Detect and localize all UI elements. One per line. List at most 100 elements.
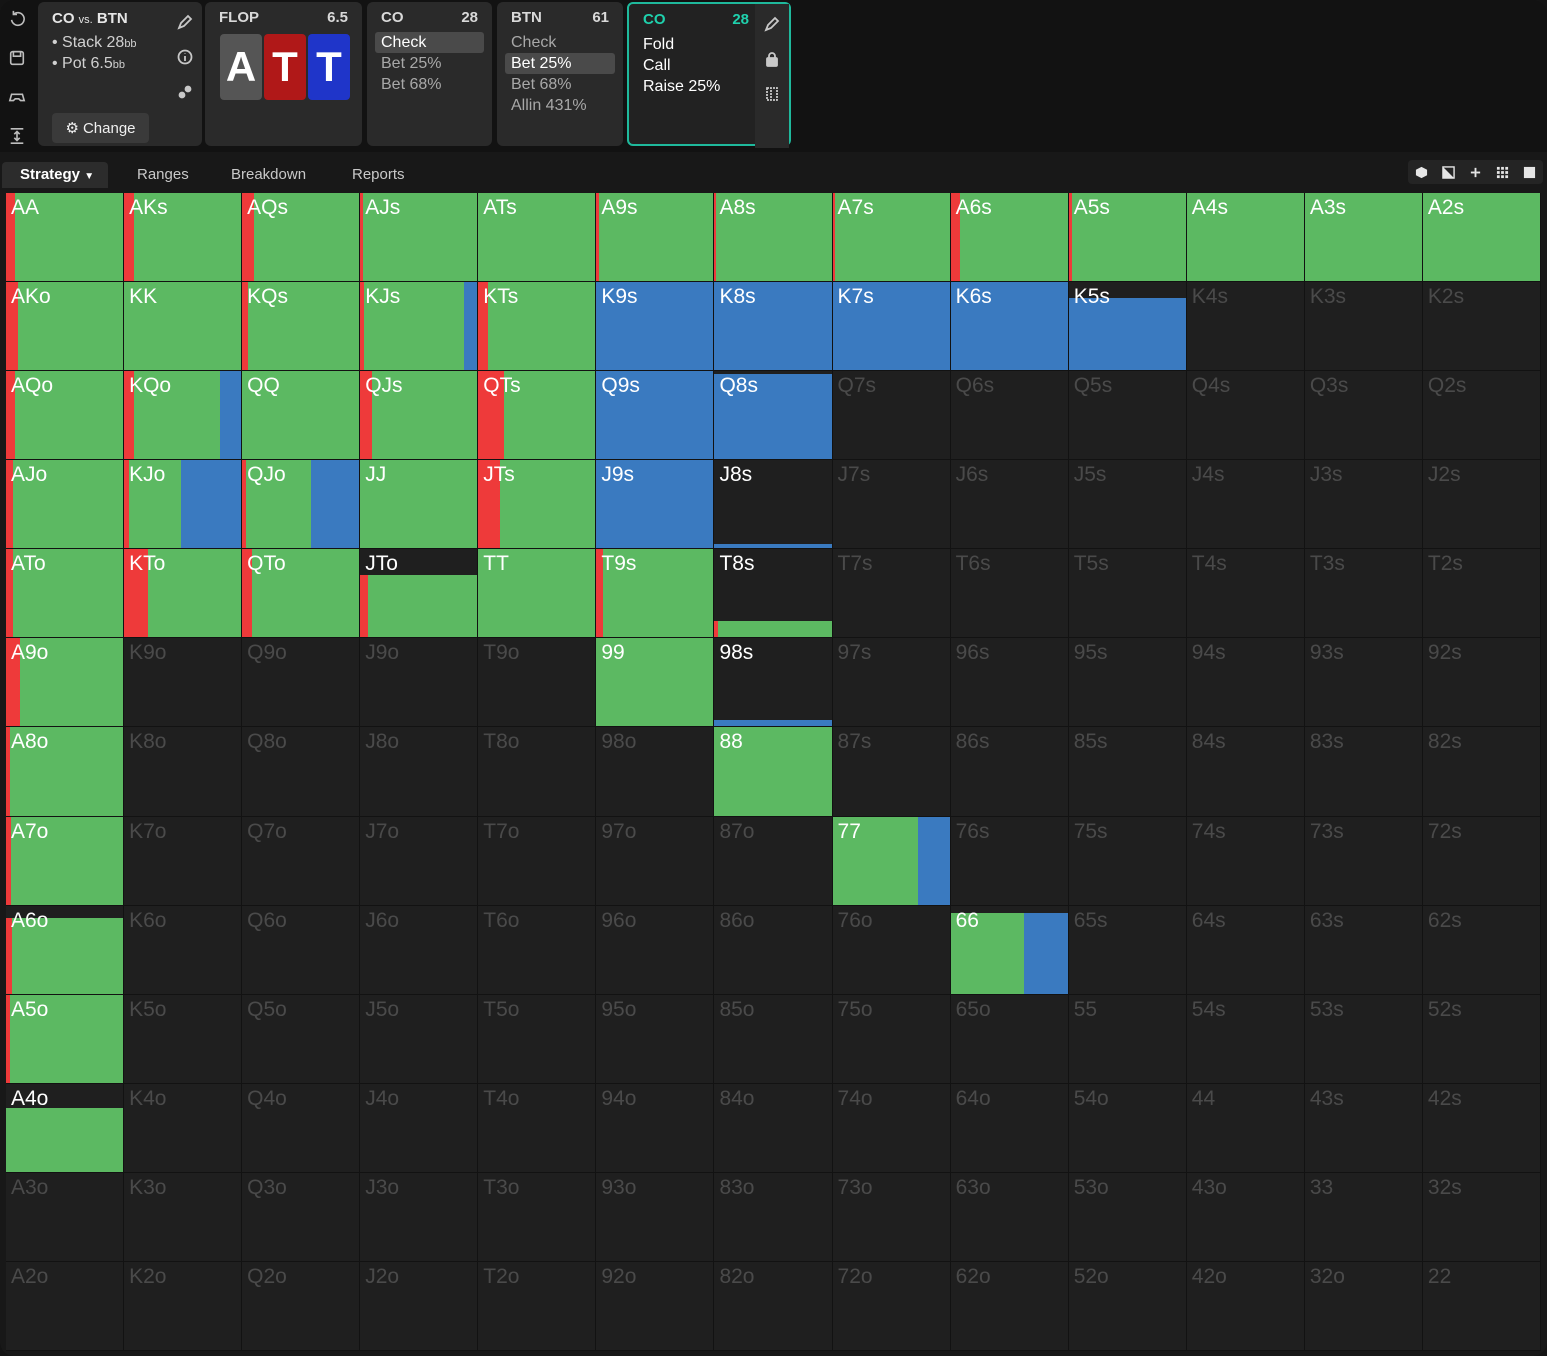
hand-cell-63s[interactable]: 63s <box>1304 905 1423 995</box>
flop-card[interactable]: FLOP 6.5 A T T <box>205 2 362 146</box>
hand-cell-QQ[interactable]: QQ <box>242 371 361 461</box>
hand-cell-Q6o[interactable]: Q6o <box>242 905 361 995</box>
hand-cell-JJ[interactable]: JJ <box>360 460 479 550</box>
hand-cell-84s[interactable]: 84s <box>1186 727 1305 817</box>
tab-strategy[interactable]: Strategy ▼ <box>2 162 109 188</box>
hand-cell-J3o[interactable]: J3o <box>360 1172 479 1262</box>
action-raise-25[interactable]: Raise 25% <box>643 78 721 95</box>
hand-cell-72o[interactable]: 72o <box>832 1261 951 1351</box>
hand-cell-Q4s[interactable]: Q4s <box>1186 371 1305 461</box>
action-fold[interactable]: Fold <box>643 36 675 53</box>
save-icon[interactable] <box>8 49 26 72</box>
hand-cell-A9s[interactable]: A9s <box>596 193 715 283</box>
hand-cell-JTo[interactable]: JTo <box>360 549 479 639</box>
hand-cell-Q3o[interactable]: Q3o <box>242 1172 361 1262</box>
hand-cell-T3s[interactable]: T3s <box>1304 549 1423 639</box>
action-check[interactable]: Check <box>375 32 484 53</box>
hand-cell-ATo[interactable]: ATo <box>6 549 125 639</box>
hand-cell-KQo[interactable]: KQo <box>124 371 243 461</box>
hand-cell-T2o[interactable]: T2o <box>478 1261 597 1351</box>
compare-icon[interactable] <box>764 86 780 107</box>
hand-cell-75o[interactable]: 75o <box>832 994 951 1084</box>
hand-cell-74s[interactable]: 74s <box>1186 816 1305 906</box>
hand-cell-T4s[interactable]: T4s <box>1186 549 1305 639</box>
hand-cell-A8o[interactable]: A8o <box>6 727 125 817</box>
hand-cell-K6o[interactable]: K6o <box>124 905 243 995</box>
node-co-card[interactable]: CO 28 Check Bet 25% Bet 68% <box>367 2 492 146</box>
tab-breakdown[interactable]: Breakdown <box>231 166 307 183</box>
hand-cell-85o[interactable]: 85o <box>714 994 833 1084</box>
info-icon[interactable] <box>177 49 193 70</box>
hand-cell-Q3s[interactable]: Q3s <box>1304 371 1423 461</box>
hand-cell-QTs[interactable]: QTs <box>478 371 597 461</box>
hand-cell-55[interactable]: 55 <box>1068 994 1187 1084</box>
contrast-icon[interactable] <box>1435 160 1462 184</box>
hand-cell-76o[interactable]: 76o <box>832 905 951 995</box>
hand-cell-82o[interactable]: 82o <box>714 1261 833 1351</box>
hand-cell-A5o[interactable]: A5o <box>6 994 125 1084</box>
hand-cell-Q7o[interactable]: Q7o <box>242 816 361 906</box>
hand-cell-J6s[interactable]: J6s <box>950 460 1069 550</box>
hand-cell-K9o[interactable]: K9o <box>124 638 243 728</box>
hand-cell-Q5o[interactable]: Q5o <box>242 994 361 1084</box>
hand-cell-K2o[interactable]: K2o <box>124 1261 243 1351</box>
tab-ranges[interactable]: Ranges <box>137 166 189 183</box>
hand-cell-J7s[interactable]: J7s <box>832 460 951 550</box>
hand-cell-85s[interactable]: 85s <box>1068 727 1187 817</box>
hand-cell-J2o[interactable]: J2o <box>360 1261 479 1351</box>
action-check[interactable]: Check <box>511 34 557 51</box>
hand-cell-62s[interactable]: 62s <box>1422 905 1541 995</box>
hand-cell-A2o[interactable]: A2o <box>6 1261 125 1351</box>
hand-cell-97s[interactable]: 97s <box>832 638 951 728</box>
hand-cell-K6s[interactable]: K6s <box>950 282 1069 372</box>
action-bet-68[interactable]: Bet 68% <box>381 76 442 93</box>
hand-cell-K4s[interactable]: K4s <box>1186 282 1305 372</box>
tab-reports[interactable]: Reports <box>352 166 405 183</box>
hand-cell-97o[interactable]: 97o <box>596 816 715 906</box>
hand-cell-95o[interactable]: 95o <box>596 994 715 1084</box>
hand-cell-AQs[interactable]: AQs <box>242 193 361 283</box>
action-bet-25[interactable]: Bet 25% <box>505 53 615 74</box>
hand-cell-Q2s[interactable]: Q2s <box>1422 371 1541 461</box>
hand-cell-QJs[interactable]: QJs <box>360 371 479 461</box>
hand-cell-98s[interactable]: 98s <box>714 638 833 728</box>
hand-cell-J8o[interactable]: J8o <box>360 727 479 817</box>
hand-cell-95s[interactable]: 95s <box>1068 638 1187 728</box>
hand-cell-A8s[interactable]: A8s <box>714 193 833 283</box>
hand-cell-AA[interactable]: AA <box>6 193 125 283</box>
hand-cell-T8s[interactable]: T8s <box>714 549 833 639</box>
hand-cell-J4s[interactable]: J4s <box>1186 460 1305 550</box>
hand-cell-94o[interactable]: 94o <box>596 1083 715 1173</box>
hand-cell-K5o[interactable]: K5o <box>124 994 243 1084</box>
hand-cell-Q9o[interactable]: Q9o <box>242 638 361 728</box>
hand-cell-64o[interactable]: 64o <box>950 1083 1069 1173</box>
action-bet-68[interactable]: Bet 68% <box>511 76 572 93</box>
hand-cell-K8s[interactable]: K8s <box>714 282 833 372</box>
hand-cell-52s[interactable]: 52s <box>1422 994 1541 1084</box>
hand-cell-J6o[interactable]: J6o <box>360 905 479 995</box>
hand-cell-87s[interactable]: 87s <box>832 727 951 817</box>
hand-cell-K8o[interactable]: K8o <box>124 727 243 817</box>
hand-cell-75s[interactable]: 75s <box>1068 816 1187 906</box>
hand-cell-K7s[interactable]: K7s <box>832 282 951 372</box>
hand-cell-Q8o[interactable]: Q8o <box>242 727 361 817</box>
hand-cell-54o[interactable]: 54o <box>1068 1083 1187 1173</box>
hand-cell-43o[interactable]: 43o <box>1186 1172 1305 1262</box>
hand-cell-44[interactable]: 44 <box>1186 1083 1305 1173</box>
hand-cell-Q4o[interactable]: Q4o <box>242 1083 361 1173</box>
hand-cell-62o[interactable]: 62o <box>950 1261 1069 1351</box>
action-call[interactable]: Call <box>643 57 671 74</box>
action-bet-25[interactable]: Bet 25% <box>381 55 442 72</box>
hand-cell-T5o[interactable]: T5o <box>478 994 597 1084</box>
hand-cell-96s[interactable]: 96s <box>950 638 1069 728</box>
hand-cell-98o[interactable]: 98o <box>596 727 715 817</box>
hand-cell-K3o[interactable]: K3o <box>124 1172 243 1262</box>
hand-cell-92s[interactable]: 92s <box>1422 638 1541 728</box>
hand-cell-73o[interactable]: 73o <box>832 1172 951 1262</box>
lock-icon[interactable] <box>764 51 780 72</box>
hand-cell-KK[interactable]: KK <box>124 282 243 372</box>
hand-cell-J3s[interactable]: J3s <box>1304 460 1423 550</box>
hand-cell-99[interactable]: 99 <box>596 638 715 728</box>
hand-cell-Q6s[interactable]: Q6s <box>950 371 1069 461</box>
hand-cell-Q8s[interactable]: Q8s <box>714 371 833 461</box>
